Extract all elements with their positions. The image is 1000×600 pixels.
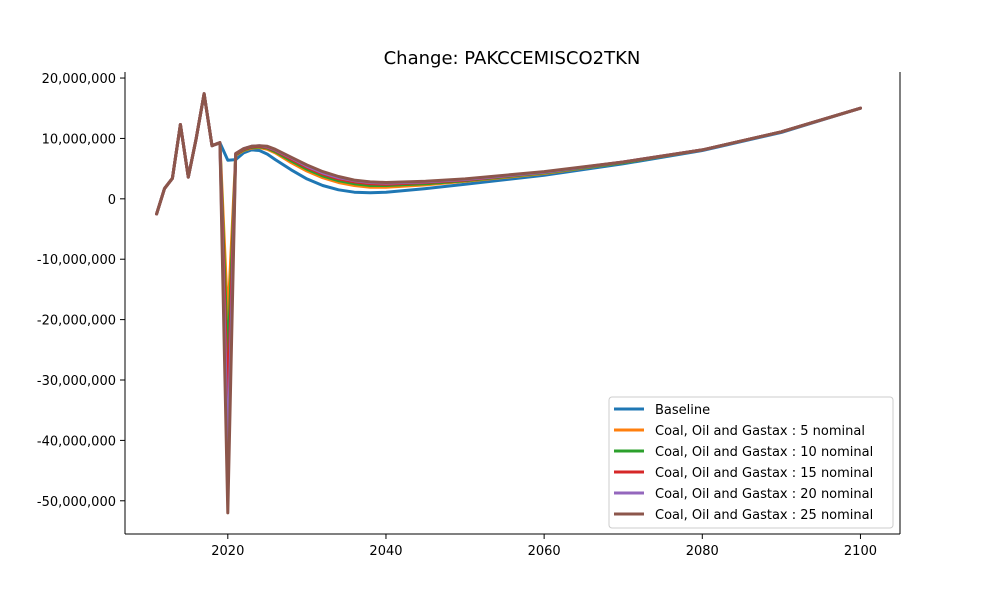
x-axis: 2020 2040 2060 2080 2100 [211, 534, 877, 559]
y-tick-label-5: -30,000,000 [37, 374, 116, 389]
series-line-3 [155, 92, 862, 406]
chart-title: Change: PAKCCEMISCO2TKN [384, 48, 641, 69]
y-tick-label-4: -20,000,000 [37, 314, 116, 329]
series-layer [155, 92, 862, 515]
legend-items: Baseline Coal, Oil and Gastax : 5 nominal… [614, 403, 873, 523]
legend-label-4: Coal, Oil and Gastax : 20 nominal [655, 487, 873, 502]
x-tick-label-2060: 2060 [528, 544, 561, 559]
legend-label-0: Baseline [655, 403, 710, 418]
legend-label-1: Coal, Oil and Gastax : 5 nominal [655, 424, 865, 439]
series-line-5 [155, 92, 862, 515]
y-axis: 20,000,000 10,000,000 0 -10,000,000 -20,000,… [37, 72, 125, 510]
legend: Baseline Coal, Oil and Gastax : 5 nominal… [608, 396, 894, 529]
legend-label-2: Coal, Oil and Gastax : 10 nominal [655, 445, 873, 460]
legend-label-3: Coal, Oil and Gastax : 15 nominal [655, 466, 873, 481]
x-tick-label-2100: 2100 [844, 544, 877, 559]
y-tick-label-3: -10,000,000 [37, 253, 116, 268]
y-tick-label-1: 10,000,000 [42, 132, 116, 147]
y-tick-label-6: -40,000,000 [37, 434, 116, 449]
legend-label-5: Coal, Oil and Gastax : 25 nominal [655, 508, 873, 523]
y-tick-label-7: -50,000,000 [37, 495, 116, 510]
y-tick-label-2: 0 [108, 193, 116, 208]
series-line-2 [155, 92, 862, 364]
y-tick-label-0: 20,000,000 [42, 72, 116, 87]
series-line-1 [155, 92, 862, 322]
legend-frame [608, 396, 894, 529]
plot-area [124, 72, 901, 535]
series-line-0 [155, 92, 862, 216]
x-tick-label-2080: 2080 [686, 544, 719, 559]
x-tick-label-2020: 2020 [211, 544, 244, 559]
x-tick-label-2040: 2040 [369, 544, 402, 559]
